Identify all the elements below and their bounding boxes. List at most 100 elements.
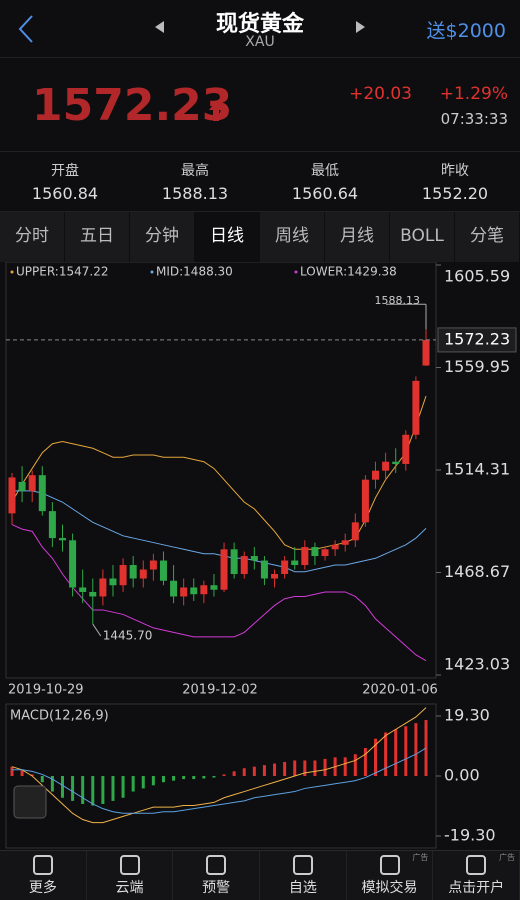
macd-bar: [192, 776, 196, 780]
change-percent: +1.29%: [439, 84, 508, 104]
price: 1572.23: [32, 80, 233, 131]
tab[interactable]: 五日: [65, 212, 130, 262]
macd-bar: [151, 776, 155, 786]
nav-label: 自选: [288, 880, 317, 896]
macd-bar: [141, 776, 145, 789]
x-tick-label: 2019-10-29: [8, 683, 84, 698]
quote: 1572.23 +20.03 +1.29% 07:33:33: [0, 58, 520, 152]
tab[interactable]: 月线: [325, 212, 390, 262]
candle-body: [58, 538, 66, 541]
macd-bar: [161, 776, 165, 783]
nav-label: 模拟交易: [361, 880, 418, 896]
candle-body: [69, 540, 77, 588]
nav-item[interactable]: 点击开户 广告: [433, 851, 520, 900]
macd-line: [12, 747, 427, 814]
macd-bar: [212, 776, 216, 778]
candle-body: [170, 580, 178, 597]
nav-item[interactable]: 云端: [87, 851, 174, 900]
macd-bar: [202, 776, 206, 779]
candle-body: [361, 479, 369, 523]
toggle-button[interactable]: [13, 785, 47, 819]
macd-bar: [293, 760, 297, 776]
nav-icon: [32, 855, 53, 875]
stat-value: 1552.20: [421, 184, 489, 203]
macd-bar: [252, 766, 256, 776]
up-arrow: [209, 101, 223, 121]
candle-body: [250, 556, 258, 561]
macd-bar: [414, 723, 418, 776]
candle-body: [351, 522, 359, 541]
candle-body: [99, 578, 107, 597]
macd-bar: [363, 748, 367, 776]
y-tick-label: 1423.03: [444, 655, 510, 674]
stat: 开盘 1560.84: [0, 152, 130, 211]
title: 现货黄金: [215, 12, 304, 37]
candle-body: [38, 475, 46, 512]
candle-body: [89, 591, 97, 597]
macd-bar: [262, 765, 266, 776]
candle-body: [281, 560, 289, 575]
tab[interactable]: 分笔: [455, 212, 520, 262]
candle-body: [341, 540, 349, 545]
y-tick-label: 1559.95: [444, 357, 510, 376]
tabs: 分时 五日 分钟 日线 周线 月线 BOLL 分笔: [0, 212, 520, 262]
macd-bar: [222, 774, 226, 776]
nav-item[interactable]: 预警: [173, 851, 261, 900]
annotation-leader: [92, 623, 102, 637]
nav-icon: [292, 855, 313, 875]
nav-tag: 广告: [412, 853, 429, 862]
candle-body: [301, 547, 309, 566]
macd-bar: [232, 771, 236, 776]
macd-bar: [283, 762, 287, 776]
macd-bar: [60, 776, 64, 798]
legend-label: LOWER:1429.38: [300, 265, 397, 279]
candle-body: [260, 560, 268, 579]
band-line: [11, 395, 427, 550]
nav-label: 更多: [28, 880, 57, 896]
last-price-box: [437, 327, 517, 353]
nav-label: 预警: [202, 880, 231, 896]
y-tick-label: 1605.59: [444, 267, 510, 286]
stat-label: 开盘: [51, 163, 79, 179]
tab[interactable]: 分钟: [130, 212, 195, 262]
candle-body: [18, 481, 26, 491]
macd-bar: [111, 776, 115, 801]
candle-body: [402, 434, 410, 464]
tab[interactable]: 周线: [260, 212, 325, 262]
nav-item[interactable]: 更多: [0, 851, 87, 900]
macd-bar: [20, 769, 24, 776]
nav-bar: 更多 云端 预警 自选 模拟交易 广告 点击开户 广告: [0, 850, 520, 900]
candle-body: [8, 477, 16, 514]
candle-body: [392, 461, 400, 464]
macd-bar: [71, 776, 75, 801]
legend-label: UPPER:1547.22: [16, 265, 108, 279]
macd-panel: [5, 703, 437, 849]
macd-bar: [131, 776, 135, 792]
candle-body: [48, 511, 56, 539]
tab[interactable]: 分时: [0, 212, 65, 262]
macd-bar: [91, 776, 95, 806]
next-button[interactable]: [354, 20, 366, 34]
candle-body: [412, 380, 420, 435]
prev-button[interactable]: [154, 20, 166, 34]
change: +20.03: [349, 84, 412, 104]
promo-link[interactable]: 送$2000: [426, 20, 506, 42]
back-button[interactable]: [16, 14, 36, 44]
nav-item[interactable]: 自选: [260, 851, 347, 900]
macd-bar: [182, 776, 186, 780]
legend-dot: [10, 270, 14, 274]
price-panel: [5, 262, 437, 679]
macd-bar: [172, 776, 176, 781]
tab[interactable]: BOLL: [390, 212, 455, 262]
stat: 昨收 1552.20: [390, 152, 520, 211]
nav-item[interactable]: 模拟交易 广告: [347, 851, 434, 900]
y-tick-label: -19.30: [444, 826, 496, 845]
annotation: 1588.13: [375, 294, 421, 307]
tab[interactable]: 日线: [195, 212, 260, 262]
x-tick-label: 2020-01-06: [362, 683, 438, 698]
candle-body: [180, 587, 188, 597]
macd-bar: [394, 729, 398, 776]
band-line: [12, 490, 427, 573]
candle-body: [372, 470, 380, 480]
